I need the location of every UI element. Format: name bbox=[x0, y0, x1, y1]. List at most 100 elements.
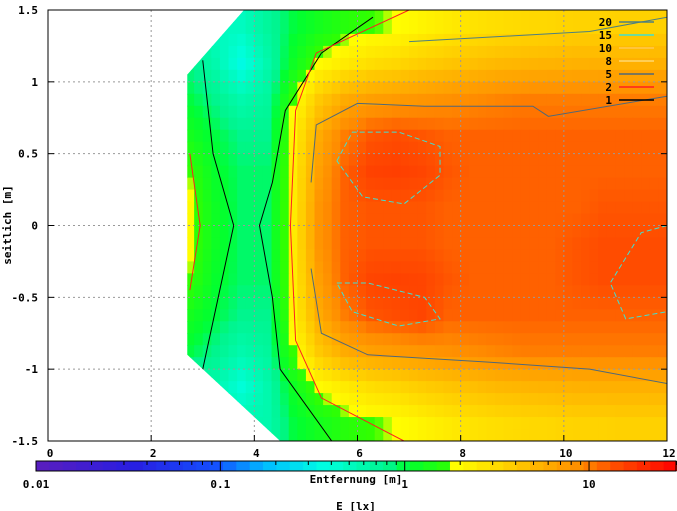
heatmap-cell bbox=[589, 93, 599, 107]
heatmap-cell bbox=[641, 297, 651, 310]
heatmap-cell bbox=[245, 369, 255, 382]
heatmap-cell bbox=[202, 225, 212, 239]
heatmap-cell bbox=[426, 285, 436, 298]
colorbar-segment bbox=[476, 461, 491, 471]
heatmap-cell bbox=[348, 417, 359, 430]
heatmap-cell bbox=[271, 417, 281, 430]
heatmap-cell bbox=[366, 141, 376, 155]
heatmap-cell bbox=[581, 33, 591, 47]
heatmap-cell bbox=[228, 261, 238, 274]
heatmap-cell bbox=[331, 21, 341, 35]
heatmap-cell bbox=[211, 273, 221, 286]
colorbar-segment bbox=[383, 461, 398, 471]
heatmap-cell bbox=[503, 417, 513, 430]
heatmap-cell bbox=[632, 225, 642, 239]
heatmap-cell bbox=[271, 189, 281, 203]
heatmap-cell bbox=[624, 345, 634, 358]
heatmap-cell bbox=[452, 369, 462, 382]
heatmap-cell bbox=[323, 189, 333, 203]
heatmap-cell bbox=[331, 405, 341, 418]
heatmap-cell bbox=[452, 117, 462, 131]
heatmap-cell bbox=[632, 405, 642, 418]
heatmap-cell bbox=[391, 333, 402, 346]
heatmap-cell bbox=[641, 189, 651, 203]
heatmap-cell bbox=[658, 429, 667, 441]
heatmap-cell bbox=[271, 105, 281, 119]
heatmap-cell bbox=[529, 369, 539, 382]
heatmap-cell bbox=[340, 81, 350, 95]
heatmap-cell bbox=[555, 165, 565, 179]
heatmap-cell bbox=[529, 273, 539, 286]
heatmap-cell bbox=[254, 405, 264, 418]
heatmap-cell bbox=[409, 81, 419, 95]
heatmap-cell bbox=[469, 189, 479, 203]
heatmap-cell bbox=[219, 381, 230, 394]
heatmap-cell bbox=[581, 201, 591, 215]
heatmap-cell bbox=[563, 93, 574, 107]
heatmap-cell bbox=[563, 69, 574, 83]
heatmap-cell bbox=[434, 417, 445, 430]
colorbar-segment bbox=[222, 461, 237, 471]
heatmap-cell bbox=[357, 261, 367, 274]
heatmap-cell bbox=[323, 357, 333, 370]
heatmap-cell bbox=[443, 393, 453, 406]
heatmap-cell bbox=[606, 129, 617, 143]
heatmap-cell bbox=[340, 177, 350, 191]
heatmap-cell bbox=[383, 237, 393, 251]
heatmap-cell bbox=[254, 117, 264, 131]
heatmap-cell bbox=[452, 129, 462, 143]
heatmap-cell bbox=[340, 153, 350, 167]
heatmap-cell bbox=[237, 285, 247, 298]
heatmap-cell bbox=[469, 57, 479, 71]
heatmap-cell bbox=[581, 105, 591, 119]
heatmap-cell bbox=[348, 237, 359, 251]
heatmap-cell bbox=[469, 405, 479, 418]
contour-line-1 bbox=[202, 60, 235, 370]
heatmap-cell bbox=[469, 333, 479, 346]
heatmap-cell bbox=[331, 261, 341, 274]
heatmap-cell bbox=[624, 285, 634, 298]
heatmap-cell bbox=[589, 141, 599, 155]
heatmap-cell bbox=[581, 369, 591, 382]
heatmap-cell bbox=[649, 57, 660, 71]
heatmap-cell bbox=[520, 381, 531, 394]
heatmap-cell bbox=[348, 69, 359, 83]
heatmap-cell bbox=[615, 33, 625, 47]
heatmap-cell bbox=[658, 285, 667, 298]
heatmap-cell bbox=[460, 285, 470, 298]
heatmap-cell bbox=[374, 33, 384, 47]
heatmap-cell bbox=[555, 369, 565, 382]
heatmap-cell bbox=[495, 117, 505, 131]
heatmap-cell bbox=[658, 273, 667, 286]
heatmap-cell bbox=[323, 417, 333, 430]
heatmap-cell bbox=[624, 165, 634, 179]
heatmap-cell bbox=[211, 117, 221, 131]
heatmap-cell bbox=[452, 285, 462, 298]
heatmap-cell bbox=[495, 225, 505, 239]
heatmap-cell bbox=[211, 321, 221, 334]
heatmap-cell bbox=[187, 321, 195, 334]
heatmap-cell bbox=[237, 405, 247, 418]
heatmap-cell bbox=[624, 153, 634, 167]
heatmap-cell bbox=[460, 21, 470, 35]
heatmap-cell bbox=[452, 105, 462, 119]
heatmap-cell bbox=[357, 21, 367, 35]
heatmap-cell bbox=[271, 273, 281, 286]
heatmap-cell bbox=[555, 225, 565, 239]
heatmap-cell bbox=[211, 165, 221, 179]
heatmap-cell bbox=[649, 321, 660, 334]
heatmap-cell bbox=[589, 333, 599, 346]
heatmap-cell bbox=[495, 369, 505, 382]
heatmap-cell bbox=[348, 357, 359, 370]
heatmap-cell bbox=[417, 309, 427, 322]
heatmap-cell bbox=[331, 345, 341, 358]
heatmap-cell bbox=[495, 153, 505, 167]
heatmap-cell bbox=[400, 333, 410, 346]
heatmap-cell bbox=[460, 141, 470, 155]
heatmap-cell bbox=[280, 21, 290, 35]
heatmap-cell bbox=[615, 369, 625, 382]
heatmap-cell bbox=[529, 381, 539, 394]
heatmap-cell bbox=[581, 225, 591, 239]
heatmap-cell bbox=[262, 357, 273, 370]
heatmap-cell bbox=[400, 309, 410, 322]
